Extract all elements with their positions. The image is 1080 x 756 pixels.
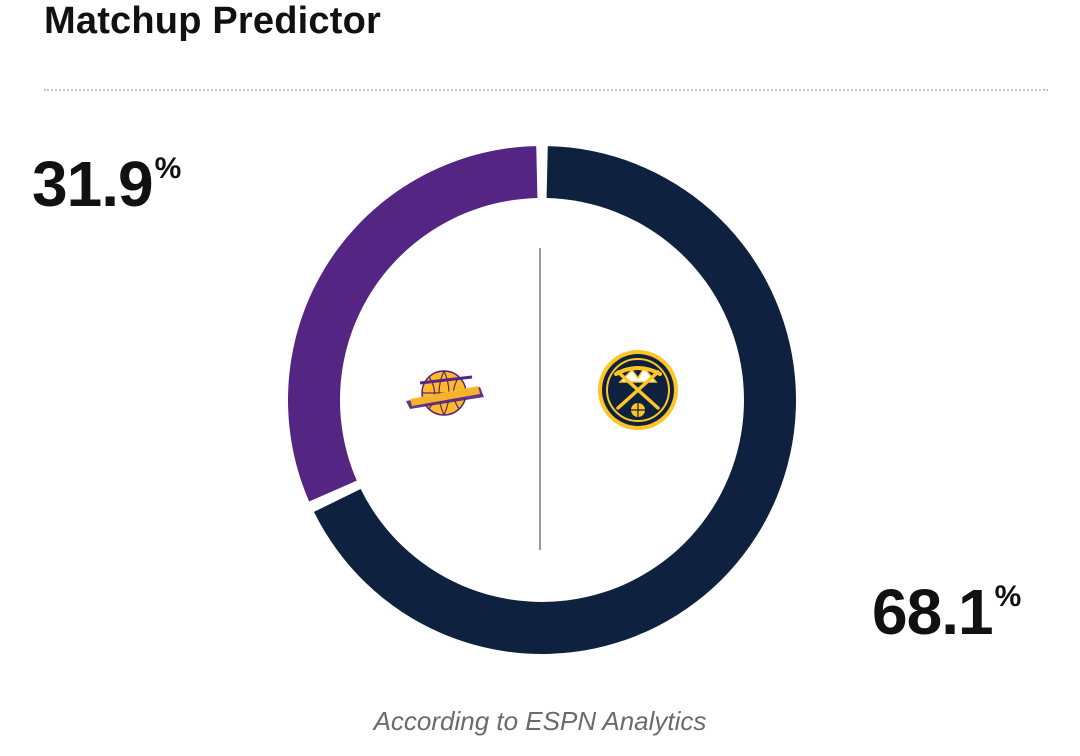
dotted-divider xyxy=(44,89,1048,91)
lakers-slice xyxy=(288,146,538,502)
home-pct-unit: % xyxy=(994,580,1022,613)
away-pct-unit: % xyxy=(154,152,182,185)
lakers-logo-icon xyxy=(406,370,484,416)
home-win-probability: 68.1% xyxy=(872,580,1022,644)
page-title: Matchup Predictor xyxy=(44,0,381,42)
home-pct-value: 68.1 xyxy=(872,576,994,648)
away-pct-value: 31.9 xyxy=(32,148,154,220)
away-win-probability: 31.9% xyxy=(32,152,182,216)
source-caption: According to ESPN Analytics xyxy=(373,706,707,736)
nuggets-logo-icon xyxy=(598,350,678,430)
